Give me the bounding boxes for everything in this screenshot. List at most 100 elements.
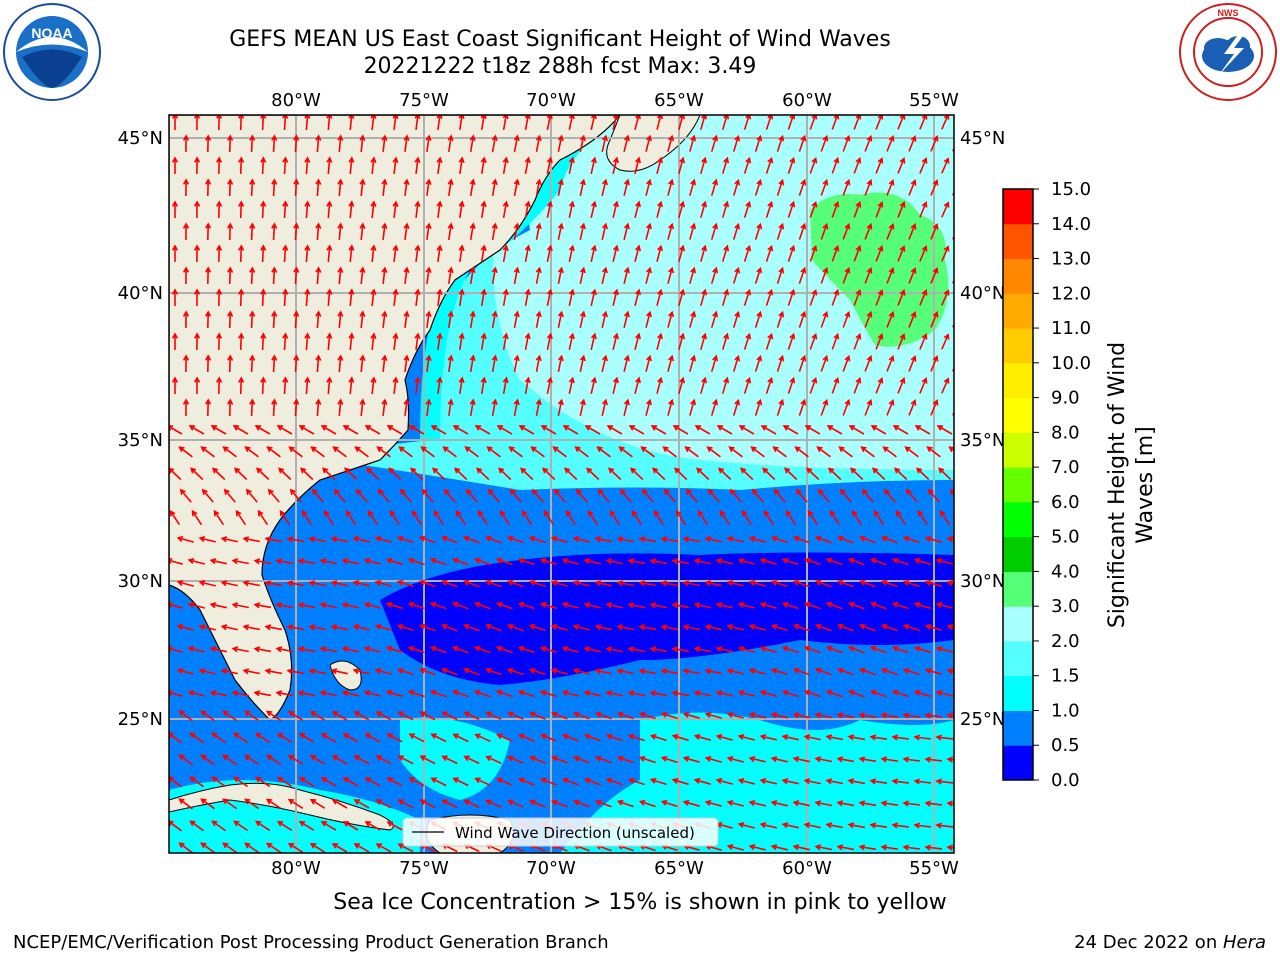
- wind-wave-arrow: [396, 579, 414, 588]
- wind-wave-arrow: [737, 646, 755, 653]
- colorbar-tick-label: 3.0: [1051, 596, 1080, 617]
- wind-wave-arrow: [216, 156, 223, 175]
- wind-wave-arrow: [370, 200, 377, 219]
- wind-wave-arrow: [831, 332, 840, 350]
- wind-wave-arrow: [521, 509, 533, 526]
- lon-labels: 80°W 75°W 70°W 65°W 60°W 55°W 80°W 75°W …: [271, 90, 959, 879]
- wind-wave-arrow: [715, 733, 733, 741]
- wind-wave-arrow: [171, 244, 179, 262]
- wind-wave-arrow: [193, 376, 201, 395]
- wind-wave-arrow: [770, 756, 788, 763]
- wind-wave-arrow: [425, 266, 432, 285]
- wind-wave-arrow: [282, 115, 289, 131]
- lat-label-left: 30°N: [118, 571, 163, 592]
- wind-wave-arrow: [348, 376, 355, 395]
- wind-wave-arrow: [689, 354, 697, 372]
- wind-wave-arrow: [792, 712, 810, 719]
- wind-wave-arrow: [715, 558, 733, 565]
- wind-wave-arrow: [253, 602, 272, 609]
- wind-wave-arrow: [374, 667, 392, 675]
- wind-wave-arrow: [618, 446, 633, 458]
- wind-wave-arrow: [770, 623, 788, 632]
- wind-wave-arrow: [726, 756, 744, 763]
- wind-wave-arrow: [469, 134, 476, 153]
- wind-wave-arrow: [886, 311, 895, 328]
- wind-wave-arrow: [913, 557, 931, 566]
- wind-wave-arrow: [924, 712, 942, 719]
- wind-wave-arrow: [561, 733, 579, 742]
- wind-wave-arrow: [469, 398, 476, 417]
- wind-wave-arrow: [770, 535, 788, 544]
- wind-wave-arrow: [264, 536, 283, 543]
- wind-wave-arrow: [575, 488, 588, 503]
- wind-wave-arrow: [513, 134, 520, 153]
- wind-wave-arrow: [330, 580, 348, 587]
- wind-wave-arrow: [169, 776, 182, 788]
- wind-wave-arrow: [770, 712, 788, 719]
- wind-wave-arrow: [375, 799, 392, 809]
- wind-wave-arrow: [836, 667, 854, 676]
- wind-wave-arrow: [370, 288, 377, 307]
- wind-wave-arrow: [276, 820, 293, 831]
- wind-wave-arrow: [557, 398, 564, 416]
- wind-wave-arrow: [902, 579, 920, 588]
- wind-wave-arrow: [551, 755, 568, 764]
- wind-wave-arrow: [700, 332, 708, 350]
- wind-wave-arrow: [609, 509, 621, 526]
- wind-wave-arrow: [754, 310, 763, 328]
- wind-wave-arrow: [649, 602, 668, 609]
- wind-wave-arrow: [612, 115, 619, 130]
- wind-wave-arrow: [891, 601, 909, 610]
- wind-wave-arrow: [352, 624, 370, 631]
- wind-wave-arrow: [606, 425, 623, 435]
- wind-wave-arrow: [282, 288, 289, 307]
- wind-wave-arrow: [814, 535, 832, 544]
- wind-wave-arrow: [924, 623, 942, 631]
- wind-wave-arrow: [348, 115, 355, 131]
- wind-wave-arrow: [902, 623, 920, 632]
- wind-wave-arrow: [671, 646, 690, 653]
- wind-wave-arrow: [397, 843, 414, 853]
- wind-wave-arrow: [304, 332, 311, 351]
- wind-wave-arrow: [473, 645, 491, 654]
- wind-wave-arrow: [300, 467, 314, 481]
- wind-wave-arrow: [238, 244, 245, 263]
- wind-wave-arrow: [743, 156, 752, 174]
- wind-wave-arrow: [385, 689, 403, 698]
- wind-wave-arrow: [728, 446, 743, 458]
- wind-wave-arrow: [568, 115, 575, 130]
- wind-wave-arrow: [634, 156, 641, 174]
- wind-wave-arrow: [935, 602, 953, 609]
- wind-wave-arrow: [809, 332, 818, 350]
- wind-wave-arrow: [557, 222, 564, 240]
- wind-wave-arrow: [364, 425, 381, 435]
- wind-wave-arrow: [710, 266, 719, 284]
- wind-wave-arrow: [667, 134, 675, 152]
- colorbar-segment: [1003, 223, 1033, 260]
- wind-wave-arrow: [480, 244, 487, 263]
- wind-wave-arrow: [408, 425, 425, 435]
- wind-wave-arrow: [795, 488, 808, 503]
- wind-wave-arrow: [814, 712, 833, 719]
- wind-wave-arrow: [359, 266, 366, 285]
- wind-wave-arrow: [612, 244, 619, 262]
- wind-wave-arrow: [513, 178, 520, 197]
- colorbar-tick-label: 0.0: [1051, 770, 1080, 791]
- wind-wave-arrow: [458, 115, 465, 131]
- wind-wave-arrow: [557, 134, 564, 152]
- wind-wave-arrow: [656, 115, 663, 130]
- sea-ice-note: Sea Ice Concentration > 15% is shown in …: [333, 890, 947, 915]
- lon-label-top: 70°W: [526, 90, 576, 111]
- wind-wave-arrow: [842, 398, 851, 416]
- wind-wave-arrow: [499, 509, 511, 526]
- wind-wave-arrow: [227, 266, 234, 285]
- wind-wave-arrow: [913, 645, 931, 654]
- wind-wave-arrow: [561, 646, 579, 653]
- wind-wave-arrow: [732, 354, 741, 372]
- wind-wave-arrow: [829, 509, 841, 526]
- wind-wave-arrow: [348, 244, 355, 263]
- wind-wave-arrow: [502, 244, 509, 263]
- wind-wave-arrow: [590, 156, 597, 174]
- wind-wave-arrow: [551, 711, 568, 720]
- wind-wave-arrow: [320, 777, 337, 787]
